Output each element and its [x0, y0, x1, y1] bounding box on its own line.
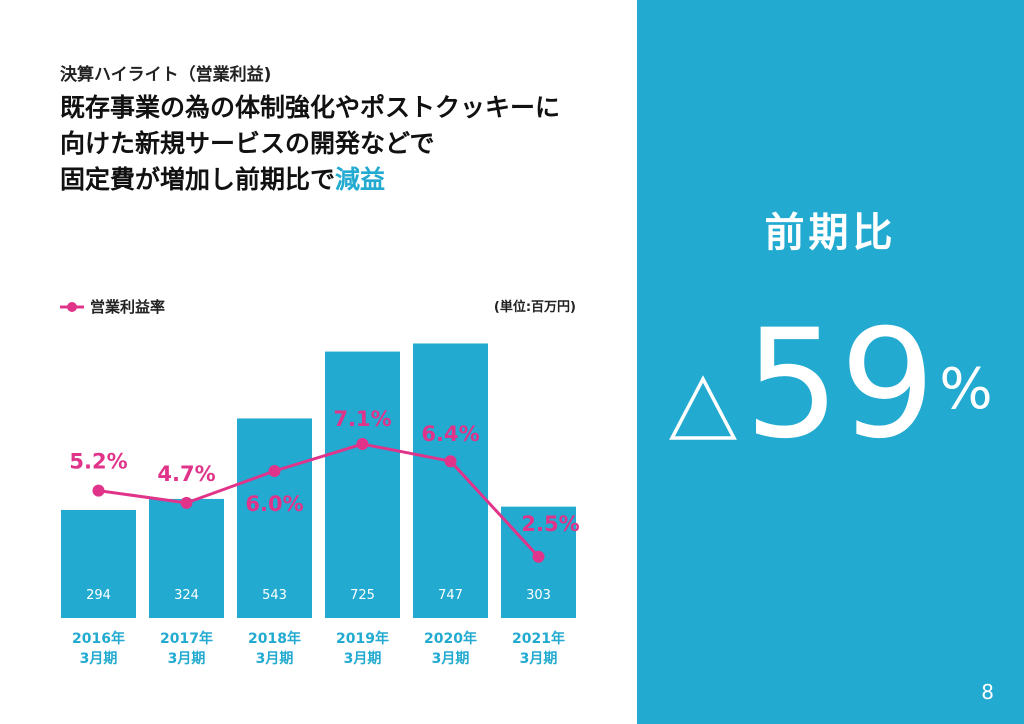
profit-margin-point-6 — [532, 550, 545, 563]
headline-line-2: 向けた新規サービスの開発などで — [60, 129, 435, 158]
profit-margin-point-5 — [444, 455, 457, 468]
x-tick-label-4-line-1: 2019年 — [336, 630, 389, 647]
x-tick-label-3-line-1: 2018年 — [248, 630, 301, 647]
headline-accent: 減益 — [335, 165, 386, 194]
bar-value-label-4: 725 — [350, 588, 375, 603]
headline-line-3: 固定費が増加し前期比で減益 — [60, 162, 620, 198]
panel-label: 前期比 — [764, 210, 897, 256]
x-tick-label-2-line-1: 2017年 — [160, 630, 213, 647]
profit-margin-point-2 — [180, 496, 193, 509]
bar-1 — [61, 509, 136, 618]
bar-value-label-3: 543 — [262, 588, 287, 603]
panel-percent: % — [939, 357, 993, 422]
chart-legend: 営業利益率 — [60, 296, 165, 317]
bar-3 — [237, 418, 312, 618]
x-tick-label-5-line-1: 2020年 — [424, 630, 477, 647]
bar-4 — [325, 351, 400, 618]
profit-margin-point-4 — [356, 438, 369, 451]
profit-margin-label-5: 6.4% — [421, 422, 479, 446]
profit-margin-label-6: 2.5% — [521, 512, 579, 536]
bar-5 — [413, 343, 488, 618]
bar-2 — [149, 498, 224, 618]
panel-value: 59 — [744, 298, 936, 472]
bar-value-label-5: 747 — [438, 588, 463, 603]
x-tick-label-6-line-2: 3月期 — [520, 651, 558, 667]
page-number: 8 — [981, 680, 994, 704]
bar-value-label-1: 294 — [86, 588, 111, 603]
bar-value-label-6: 303 — [526, 588, 551, 603]
triangle-decrease-icon — [669, 375, 738, 440]
profit-margin-label-1: 5.2% — [69, 450, 127, 474]
headline-line-1: 既存事業の為の体制強化やポストクッキーに — [60, 93, 561, 122]
x-tick-label-5-line-2: 3月期 — [432, 651, 470, 667]
headline: 既存事業の為の体制強化やポストクッキーに 向けた新規サービスの開発などで 固定費… — [60, 90, 620, 198]
profit-margin-point-3 — [268, 465, 281, 477]
x-tick-label-3-line-2: 3月期 — [256, 651, 294, 667]
subtitle: 決算ハイライト（営業利益) — [60, 65, 272, 85]
comparison-panel: 前期比 59 % — [637, 0, 1024, 724]
profit-margin-line — [98, 442, 540, 558]
profit-margin-label-4: 7.1% — [333, 407, 391, 431]
x-tick-label-4-line-2: 3月期 — [344, 651, 382, 667]
panel-big-figure: 59 % — [637, 300, 1024, 470]
unit-label: (単位:百万円) — [493, 300, 576, 315]
profit-margin-label-3: 6.0% — [245, 492, 303, 516]
x-tick-label-1-line-2: 3月期 — [80, 651, 118, 667]
profit-margin-label-2: 4.7% — [157, 462, 215, 486]
legend-label: 営業利益率 — [90, 298, 166, 316]
operating-profit-chart: 294 2016年 3月期 324 2017年 3月期 543 2018年 3月期 725 2019… — [61, 343, 580, 667]
headline-line-3-prefix: 固定費が増加し前期比で — [60, 165, 336, 194]
legend-line-marker-icon — [60, 301, 84, 312]
x-tick-label-1-line-1: 2016年 — [72, 630, 125, 647]
profit-margin-point-1 — [92, 484, 105, 497]
bar-value-label-2: 324 — [174, 588, 199, 603]
x-tick-label-2-line-2: 3月期 — [168, 651, 206, 667]
x-tick-label-6-line-1: 2021年 — [512, 630, 565, 647]
